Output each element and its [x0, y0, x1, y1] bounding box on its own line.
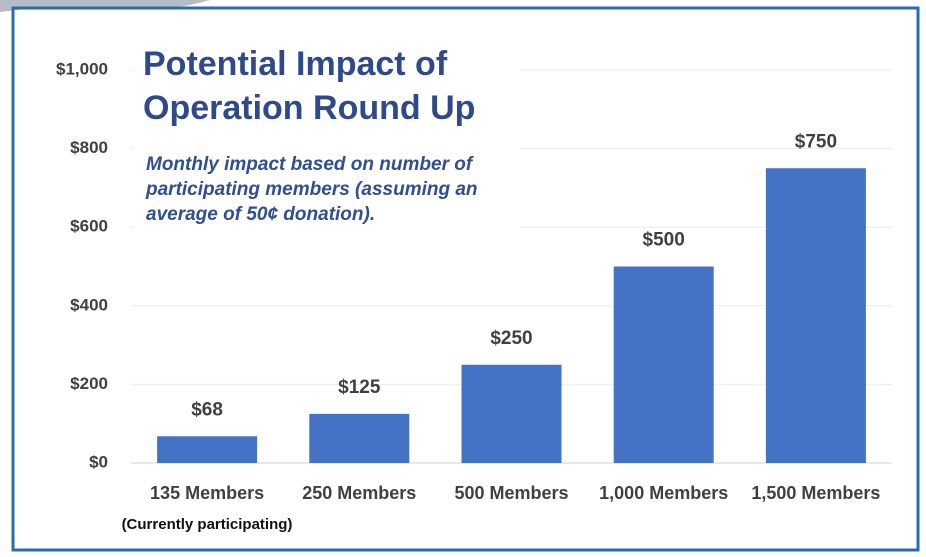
value-label: $250	[490, 328, 532, 349]
y-tick-label: $200	[70, 374, 108, 393]
chart-subtitle: Monthly impact based on number of	[146, 154, 474, 175]
bar	[461, 364, 562, 463]
frame	[11, 6, 920, 552]
title-backdrop	[135, 40, 520, 230]
bar	[765, 168, 866, 463]
marks: $0 $200 $400 $600 $800 $1,000 Potential Impact…	[56, 45, 880, 533]
photo-fragment	[0, 0, 210, 12]
value-label: $68	[191, 399, 223, 420]
chart-subtitle: participating members (assuming an	[145, 179, 478, 200]
x-tick-label: 135 Members	[150, 483, 264, 503]
x-tick-label: 1,500 Members	[751, 483, 880, 503]
chart-title: Operation Round Up	[143, 89, 475, 127]
bar	[613, 266, 714, 463]
bar	[157, 436, 258, 463]
y-tick-label: $600	[70, 217, 108, 236]
chart-subtitle: average of 50¢ donation).	[146, 204, 375, 225]
y-tick-label: $400	[70, 295, 108, 314]
x-tick-label: 250 Members	[302, 483, 416, 503]
x-tick-label: 1,000 Members	[599, 483, 728, 503]
bar	[309, 413, 410, 463]
value-label: $750	[795, 131, 837, 152]
y-tick-label: $1,000	[56, 59, 108, 78]
value-label: $500	[643, 230, 685, 251]
value-label: $125	[338, 377, 381, 398]
y-tick-label: $800	[70, 138, 108, 157]
y-tick-label: $0	[89, 452, 108, 471]
chart-title: Potential Impact of	[143, 45, 448, 83]
x-tick-label: 500 Members	[454, 483, 568, 503]
annotation: (Currently participating)	[122, 516, 293, 533]
